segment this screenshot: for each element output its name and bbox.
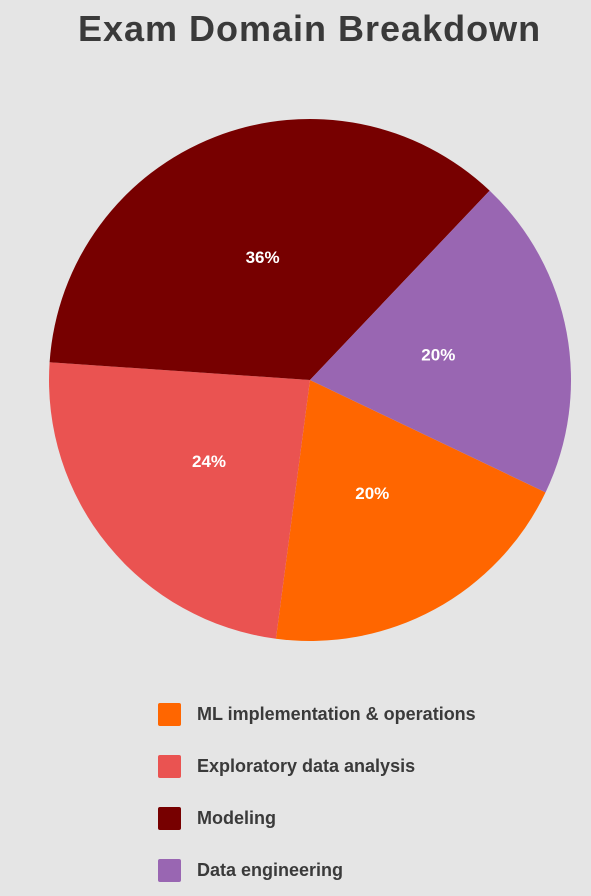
slice-percent-label: 36% [246,248,280,267]
legend: ML implementation & operations Explorato… [158,688,476,896]
pie-slices [48,118,571,641]
pie-slice-data-engineering[interactable] [310,190,571,493]
pie-labels: 20% 24% 36% 20% [192,248,455,503]
pie-slice-ml-implementation-operations[interactable] [275,380,546,641]
slice-percent-label: 20% [355,484,389,503]
legend-item-ml-implementation[interactable]: ML implementation & operations [158,688,476,740]
legend-label: ML implementation & operations [197,703,476,724]
legend-item-modeling[interactable]: Modeling [158,792,476,844]
pie-chart: 20% 24% 36% 20% [48,118,571,641]
legend-label: Data engineering [197,859,344,880]
slice-percent-label: 20% [421,346,455,365]
legend-label: Modeling [197,807,276,828]
legend-swatch [158,806,181,830]
legend-swatch [158,858,181,882]
legend-swatch [158,702,181,726]
chart-title: Exam Domain Breakdown [77,8,542,49]
legend-swatch [158,754,181,778]
slice-percent-label: 24% [192,452,226,471]
pie-slice-exploratory-data-analysis[interactable] [48,362,310,639]
legend-item-exploratory-data-analysis[interactable]: Exploratory data analysis [158,740,476,792]
legend-label: Exploratory data analysis [197,755,416,776]
legend-item-data-engineering[interactable]: Data engineering [158,844,476,896]
pie-slice-modeling[interactable] [49,118,490,380]
